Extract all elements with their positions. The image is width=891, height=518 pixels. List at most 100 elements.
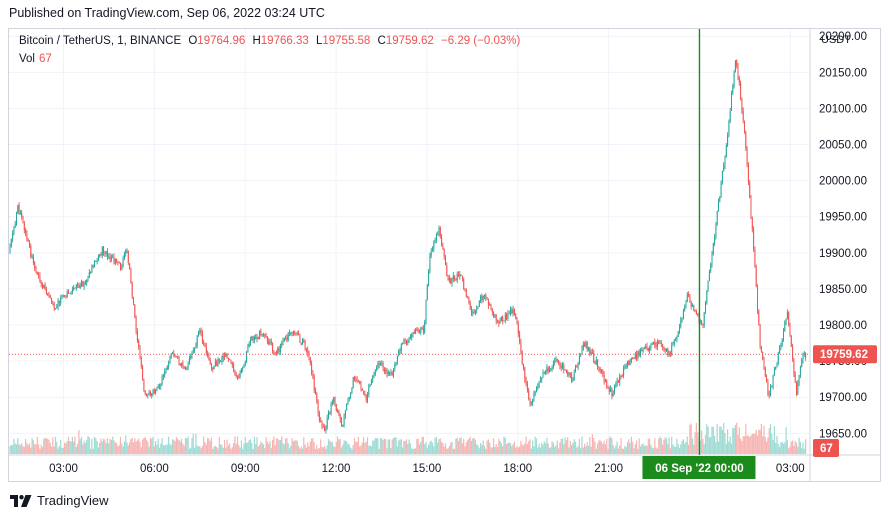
volume-bar (152, 436, 154, 454)
volume-bar (538, 443, 540, 454)
candle-body (793, 359, 795, 374)
candle-body (498, 322, 500, 324)
candle-body (43, 285, 45, 289)
open-value: 19764.96 (197, 35, 246, 47)
volume-bar (220, 444, 222, 454)
volume-bar (677, 444, 679, 454)
volume-bar (140, 447, 142, 454)
price-tick-label: 19950.00 (819, 212, 867, 224)
candle-body (768, 393, 770, 396)
volume-bar (512, 443, 514, 454)
volume-bar (49, 442, 51, 454)
candle-body (786, 311, 788, 320)
candle-body (367, 394, 368, 401)
candle-body (244, 362, 246, 365)
volume-bar (320, 439, 322, 454)
volume-bar (758, 429, 760, 454)
volume-bar (719, 426, 721, 454)
volume-bar (335, 441, 337, 454)
candle-body (31, 256, 33, 258)
volume-bar (639, 446, 642, 454)
candle-body (723, 165, 725, 171)
volume-bar (621, 448, 623, 454)
candle-body (196, 335, 198, 345)
volume-bar (551, 441, 553, 454)
volume-bar (490, 447, 492, 454)
candle-body (420, 327, 422, 334)
volume-bar (253, 436, 255, 454)
volume-bar (170, 445, 172, 454)
volume-bar (463, 439, 465, 454)
candle-body (136, 331, 138, 341)
candle-body (234, 370, 236, 375)
candle-body (654, 341, 656, 345)
volume-bar (802, 442, 804, 454)
candle-body (572, 380, 574, 382)
candle-body (491, 309, 493, 313)
candle-body (747, 165, 749, 182)
volume-bar (139, 441, 141, 454)
volume-bar (724, 433, 726, 454)
volume-bar (221, 444, 223, 454)
candle-body (798, 374, 800, 383)
volume-bar (411, 448, 413, 454)
candle-body (484, 294, 485, 297)
volume-bar (508, 442, 510, 454)
volume-bar (646, 445, 648, 454)
volume-bar (555, 445, 557, 454)
candle-body (221, 358, 223, 362)
candle-body (328, 411, 329, 418)
candle-body (40, 282, 42, 285)
volume-bar (148, 446, 150, 454)
candle-body (164, 371, 166, 376)
volume-bar (612, 445, 614, 454)
candle-body (395, 361, 397, 365)
volume-bar (344, 440, 346, 454)
volume-bar (376, 438, 378, 454)
volume-bar (481, 445, 483, 454)
volume-bar (494, 446, 496, 454)
candle-body (298, 333, 300, 335)
candle-body (317, 401, 319, 414)
volume-bar (181, 438, 183, 454)
volume-bar (559, 442, 561, 454)
volume-bar (779, 446, 781, 454)
volume-bar (723, 422, 725, 454)
candle-body (411, 334, 413, 338)
volume-bar (408, 439, 410, 454)
tradingview-footer[interactable]: TradingView (10, 493, 109, 508)
volume-bar (106, 438, 109, 454)
candle-body (749, 181, 751, 199)
candle-body (318, 413, 320, 421)
candle-body (536, 387, 537, 392)
volume-bar (714, 435, 716, 454)
volume-bar (548, 447, 551, 454)
candle-body (190, 355, 192, 359)
candle-body (741, 99, 743, 111)
candle-body (222, 355, 224, 359)
volume-bar (21, 443, 23, 454)
candle-body (571, 374, 573, 382)
volume-bar (798, 437, 800, 454)
candle-body (434, 240, 436, 244)
candle-body (529, 398, 531, 404)
volume-bar (25, 439, 27, 454)
candle-body (264, 333, 266, 337)
candle-body (233, 365, 235, 371)
candle-body (528, 390, 530, 399)
candle-body (539, 379, 541, 382)
time-tick-label: 21:00 (594, 463, 623, 475)
candle-body (22, 216, 24, 223)
volume-bar (684, 443, 686, 454)
candle-body (200, 330, 202, 333)
candle-body (337, 410, 339, 412)
candle-body (734, 60, 736, 73)
candle-body (270, 341, 272, 344)
candle-body (594, 362, 596, 365)
volume-bar (99, 442, 101, 454)
tradingview-logo-icon (10, 494, 32, 507)
candle-body (406, 340, 407, 344)
volume-bar (429, 441, 431, 454)
volume-bar (690, 423, 692, 454)
